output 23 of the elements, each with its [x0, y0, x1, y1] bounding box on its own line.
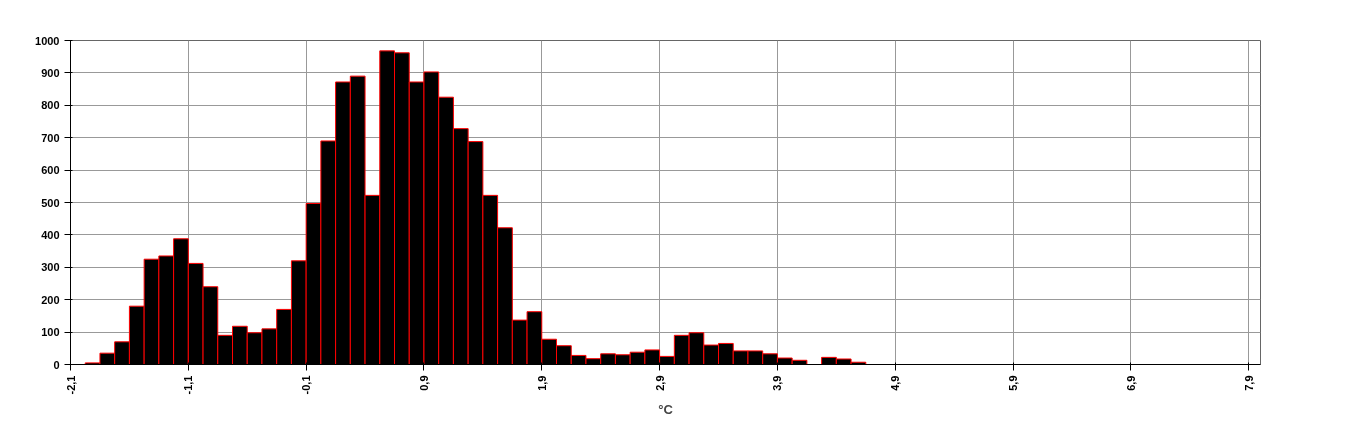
x-axis-title: °C [658, 402, 674, 418]
y-tick-label: 600 [41, 164, 60, 177]
x-tick-label: 7,9 [1242, 375, 1255, 391]
y-tick-label: 400 [41, 228, 60, 241]
y-tick-label: 200 [41, 293, 60, 306]
x-tick-label: 3,9 [771, 375, 784, 391]
y-tick-label: 700 [41, 131, 60, 144]
y-tick-label: 800 [41, 99, 60, 112]
y-tick-label: 500 [41, 196, 60, 209]
y-tick-label: 100 [41, 326, 60, 339]
y-tick-label: 1000 [35, 34, 60, 47]
x-tick-label: 6,9 [1124, 375, 1137, 391]
x-tick-label: 0,9 [417, 375, 430, 391]
x-tick-label: -1,1 [182, 375, 195, 395]
x-tick-label: 2,9 [653, 375, 666, 391]
y-tick-label: 900 [41, 66, 60, 79]
y-tick-label: 0 [53, 358, 60, 371]
x-tick-label: 5,9 [1007, 375, 1020, 391]
x-tick-label: -2,1 [64, 375, 77, 395]
x-tick-label: 1,9 [535, 375, 548, 391]
x-tick-label: -0,1 [300, 375, 313, 395]
x-tick-label: 4,9 [889, 375, 902, 391]
y-tick-label: 300 [41, 261, 60, 274]
